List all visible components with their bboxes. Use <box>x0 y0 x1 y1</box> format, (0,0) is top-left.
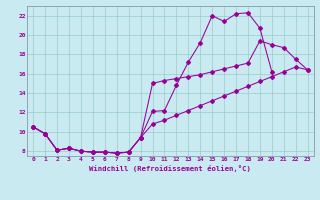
X-axis label: Windchill (Refroidissement éolien,°C): Windchill (Refroidissement éolien,°C) <box>90 165 251 172</box>
